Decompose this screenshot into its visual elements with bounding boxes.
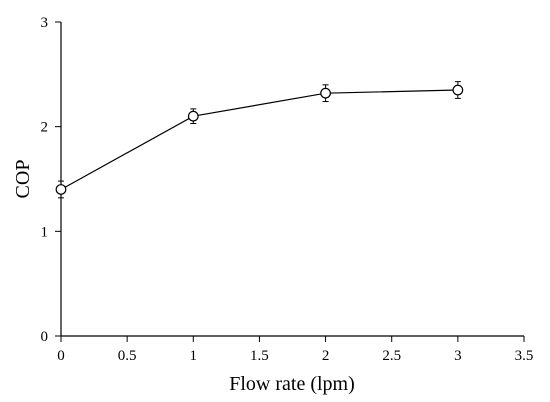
x-tick-label: 3.5 xyxy=(515,348,534,364)
x-axis-title: Flow rate (lpm) xyxy=(229,373,355,395)
y-tick-label: 3 xyxy=(41,15,49,31)
data-point xyxy=(452,84,464,96)
x-tick-label: 2.5 xyxy=(382,348,401,364)
x-tick-label: 2 xyxy=(322,348,330,364)
x-tick-label: 0 xyxy=(57,348,65,364)
data-point xyxy=(187,110,199,122)
data-point xyxy=(55,184,67,195)
x-tick-label: 0.5 xyxy=(118,348,137,364)
x-tick-label: 1.5 xyxy=(250,348,269,364)
plot-area: 0 0.5 1 1.5 2 2.5 3 3.5 0 1 2 3 xyxy=(41,15,534,364)
y-tick-label: 2 xyxy=(41,120,49,136)
data-point xyxy=(320,87,331,99)
x-tick-label: 1 xyxy=(190,348,198,364)
series-line xyxy=(60,89,458,190)
y-tick-label: 1 xyxy=(41,224,49,240)
y-axis-title: COP xyxy=(12,160,34,199)
x-tick-label: 3 xyxy=(454,348,462,364)
y-tick-label: 0 xyxy=(41,329,49,345)
